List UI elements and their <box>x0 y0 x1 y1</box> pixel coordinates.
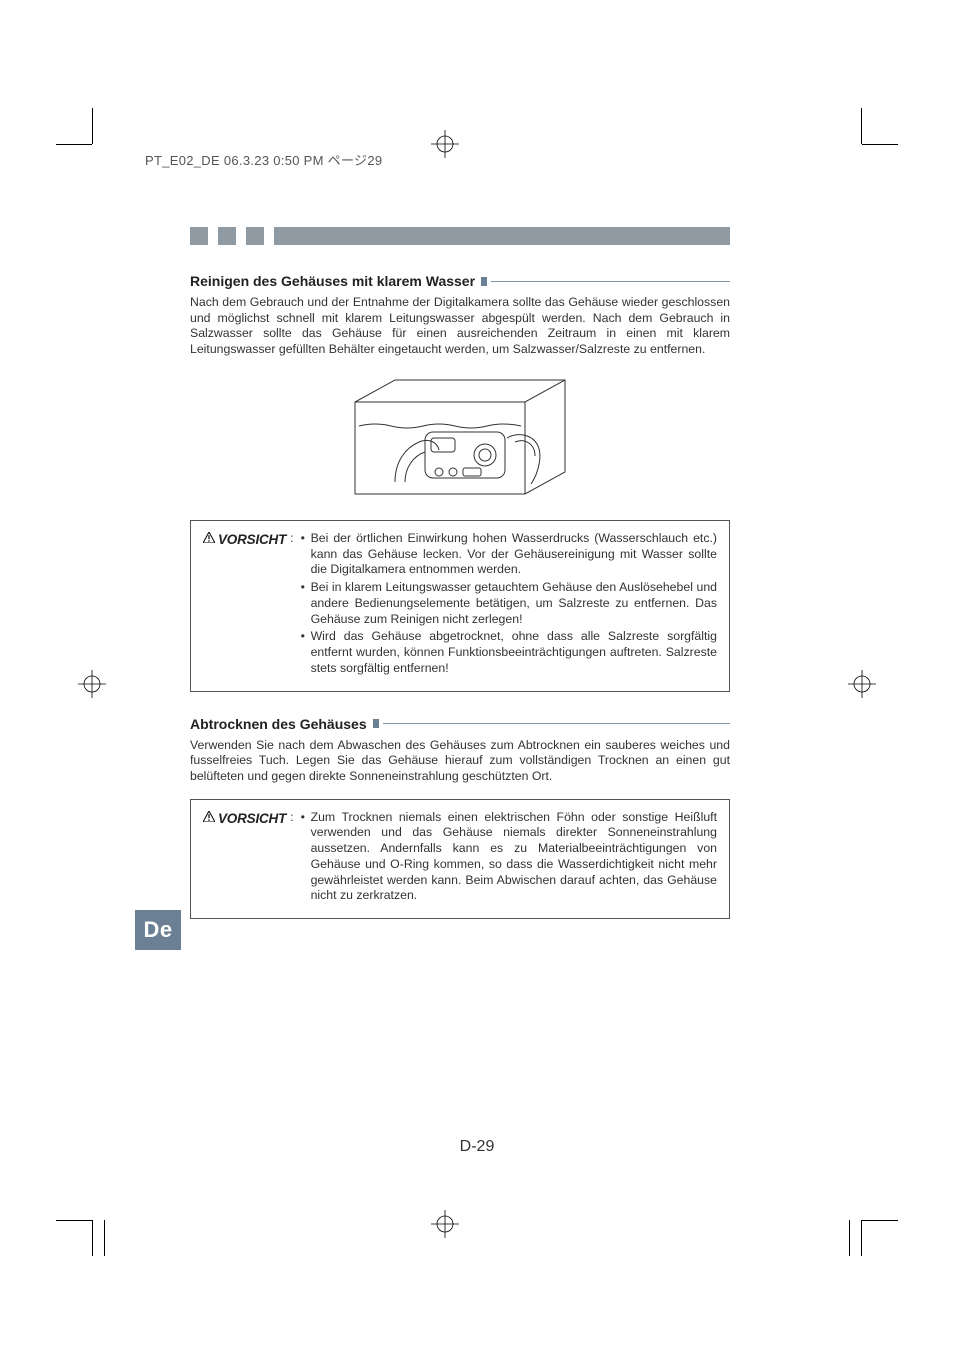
section-heading-text: Reinigen des Gehäuses mit klarem Wasser <box>190 273 475 289</box>
caution-box: VORSICHT : •Bei der örtlichen Einwirkung… <box>190 520 730 692</box>
caution-word: VORSICHT <box>218 810 286 827</box>
registration-mark-icon <box>78 670 106 698</box>
crop-mark <box>56 144 92 145</box>
heading-tick-icon <box>373 719 379 728</box>
warning-triangle-icon <box>203 532 215 548</box>
crop-mark <box>104 1220 105 1256</box>
caution-label: VORSICHT : <box>203 531 297 679</box>
caution-item: •Bei der örtlichen Einwirkung hohen Wass… <box>301 531 717 578</box>
heading-tick-icon <box>481 277 487 286</box>
caution-items: •Zum Trocknen niemals einen elektrischen… <box>301 810 717 906</box>
crop-mark <box>92 108 93 144</box>
crop-mark <box>862 144 898 145</box>
warning-triangle-icon <box>203 811 215 827</box>
decorative-square-icon <box>190 227 208 245</box>
caution-label: VORSICHT : <box>203 810 297 906</box>
crop-mark <box>861 108 862 144</box>
caution-item: •Bei in klarem Leitungswasser getauchtem… <box>301 580 717 627</box>
section-heading: Abtrocknen des Gehäuses <box>190 716 730 732</box>
heading-rule <box>491 281 730 282</box>
caution-item: •Wird das Gehäuse abgetrocknet, ohne das… <box>301 629 717 676</box>
body-paragraph: Verwenden Sie nach dem Abwaschen des Geh… <box>190 738 730 785</box>
page: PT_E02_DE 06.3.23 0:50 PM ページ29 Reinigen… <box>0 0 954 1351</box>
print-header: PT_E02_DE 06.3.23 0:50 PM ページ29 <box>145 150 382 169</box>
illustration <box>190 372 730 502</box>
decorative-square-icon <box>246 227 264 245</box>
registration-mark-icon <box>848 670 876 698</box>
caution-item: •Zum Trocknen niemals einen elektrischen… <box>301 810 717 904</box>
caution-word: VORSICHT <box>218 531 286 548</box>
page-number: D-29 <box>0 1138 954 1156</box>
decorative-square-icon <box>218 227 236 245</box>
crop-mark <box>861 1220 862 1256</box>
language-tab: De <box>135 910 181 950</box>
language-tab-label: De <box>143 917 172 943</box>
crop-mark <box>92 1220 93 1256</box>
content-area: Reinigen des Gehäuses mit klarem Wasser … <box>190 227 730 943</box>
crop-mark <box>56 1220 92 1221</box>
caution-box: VORSICHT : •Zum Trocknen niemals einen e… <box>190 799 730 919</box>
decorative-squares-bar <box>190 227 730 245</box>
body-paragraph: Nach dem Gebrauch und der Entnahme der D… <box>190 295 730 358</box>
registration-mark-icon <box>431 130 459 158</box>
crop-mark <box>862 1220 898 1221</box>
section-heading-text: Abtrocknen des Gehäuses <box>190 716 367 732</box>
registration-mark-icon <box>431 1210 459 1238</box>
section-heading: Reinigen des Gehäuses mit klarem Wasser <box>190 273 730 289</box>
decorative-bar <box>274 227 730 245</box>
heading-rule <box>383 723 730 724</box>
crop-mark <box>849 1220 850 1256</box>
caution-items: •Bei der örtlichen Einwirkung hohen Wass… <box>301 531 717 679</box>
